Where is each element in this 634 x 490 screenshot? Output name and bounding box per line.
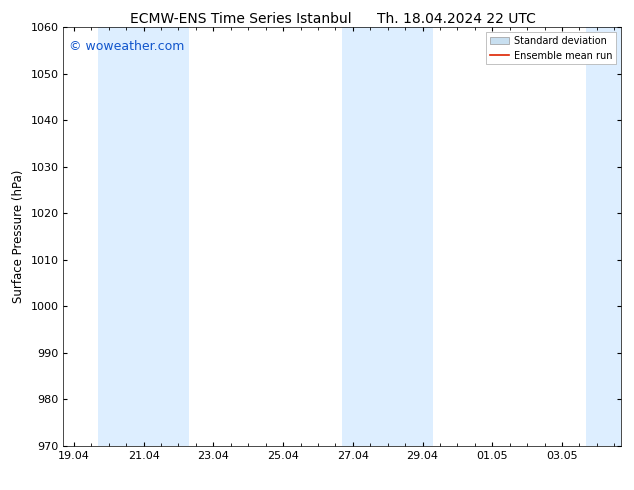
Bar: [98, 27, 189, 446]
Text: © woweather.com: © woweather.com: [69, 40, 184, 52]
Bar: [342, 27, 433, 446]
Text: Th. 18.04.2024 22 UTC: Th. 18.04.2024 22 UTC: [377, 12, 536, 26]
Legend: Standard deviation, Ensemble mean run: Standard deviation, Ensemble mean run: [486, 32, 616, 65]
Y-axis label: Surface Pressure (hPa): Surface Pressure (hPa): [12, 170, 25, 303]
Text: ECMW-ENS Time Series Istanbul: ECMW-ENS Time Series Istanbul: [130, 12, 352, 26]
Bar: [586, 27, 631, 446]
